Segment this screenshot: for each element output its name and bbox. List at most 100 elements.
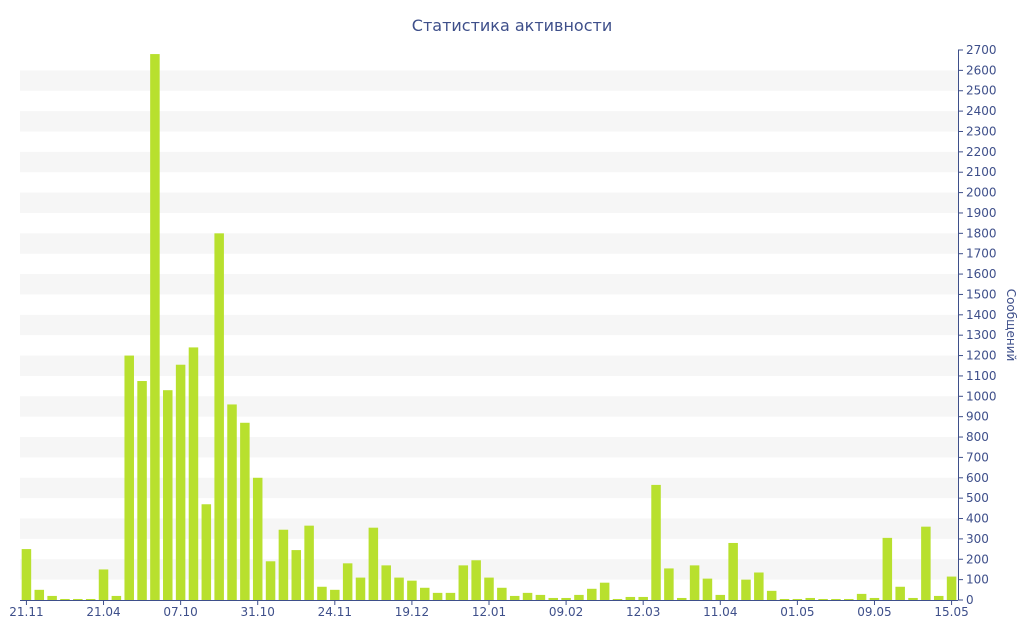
bar [805, 597, 815, 600]
grid-band [20, 355, 958, 376]
bar [150, 54, 160, 600]
x-tick-label: 01.05 [780, 605, 814, 619]
bar [419, 587, 430, 600]
bar [535, 594, 546, 600]
y-axis-title: Сообщений [1004, 289, 1018, 362]
bar [869, 597, 880, 600]
bar [754, 572, 764, 600]
grid-band [20, 274, 958, 295]
grid-band [20, 437, 958, 458]
y-tick-label: 1500 [966, 287, 997, 301]
bar [85, 598, 96, 600]
bar [818, 598, 828, 600]
bar [34, 589, 45, 600]
bar [252, 477, 263, 600]
bar [612, 598, 623, 600]
bar [188, 347, 199, 600]
bar-series [21, 54, 957, 601]
bar [60, 598, 70, 600]
x-tick-label: 09.02 [549, 605, 583, 619]
bar [368, 527, 379, 600]
y-tick-label: 2000 [966, 186, 997, 200]
bar [779, 598, 790, 600]
y-tick-label: 2700 [966, 43, 997, 57]
bar [124, 355, 134, 600]
grid-band [20, 151, 958, 173]
grid-band [20, 518, 958, 539]
grid-band [20, 233, 958, 254]
y-tick-label: 2200 [966, 145, 997, 159]
bar [227, 404, 237, 600]
y-tick-label: 0 [966, 593, 974, 607]
x-tick-label: 15.05 [934, 605, 968, 619]
grid-band [20, 314, 958, 336]
bar [381, 565, 391, 600]
y-tick-label: 1400 [966, 308, 997, 322]
bar [689, 565, 700, 600]
bar [330, 589, 340, 600]
grid-band [20, 559, 958, 580]
y-tick-label: 600 [966, 471, 989, 485]
bar [766, 590, 777, 600]
x-tick-label: 31.10 [241, 605, 275, 619]
y-tick-label: 1100 [966, 369, 997, 383]
y-tick-label: 500 [966, 491, 989, 505]
grid-band [20, 192, 958, 213]
bar [47, 595, 57, 600]
grid-band [20, 396, 958, 417]
bar [445, 592, 456, 600]
bar [111, 595, 122, 600]
y-tick-label: 900 [966, 410, 989, 424]
y-tick-label: 1800 [966, 226, 997, 240]
y-tick-label: 400 [966, 512, 989, 526]
bar [509, 595, 520, 600]
y-tick-label: 2600 [966, 63, 997, 77]
bar [522, 592, 533, 600]
bar [304, 525, 314, 600]
y-tick-label: 700 [966, 450, 989, 464]
bar [574, 594, 584, 600]
bar [317, 586, 327, 600]
bar [908, 597, 918, 600]
bar [432, 592, 443, 600]
bar [599, 582, 610, 600]
bar [933, 595, 944, 600]
bar [458, 565, 469, 600]
x-tick-label: 12.01 [472, 605, 506, 619]
bar [278, 529, 289, 600]
bar [676, 597, 687, 600]
y-tick-label: 100 [966, 573, 989, 587]
x-tick-label: 09.05 [857, 605, 891, 619]
bar [728, 542, 738, 600]
y-tick-label: 1000 [966, 389, 997, 403]
bar [265, 561, 276, 600]
y-tick-label: 2300 [966, 124, 997, 138]
bar [342, 563, 353, 600]
bar [394, 577, 404, 600]
bar [240, 422, 250, 600]
bar [175, 364, 186, 600]
bar [407, 580, 417, 600]
bar [664, 568, 674, 600]
bar [587, 588, 597, 600]
bar [625, 596, 636, 600]
y-tick-label: 200 [966, 552, 989, 566]
bar [73, 598, 83, 600]
y-tick-label: 2500 [966, 84, 997, 98]
y-tick-label: 2100 [966, 165, 997, 179]
bar [214, 233, 224, 601]
bar [895, 586, 905, 600]
y-tick-label: 1300 [966, 328, 997, 342]
grid-band [20, 477, 958, 499]
y-tick-label: 1700 [966, 247, 997, 261]
bar [638, 596, 648, 600]
bar [21, 549, 32, 600]
bar [163, 390, 173, 600]
axes: 0 100 200 300 400 500 600 700 800 900 1000 1100 1200… [9, 43, 996, 619]
x-tick-label: 12.03 [626, 605, 660, 619]
bar [471, 560, 481, 600]
grid-band [20, 111, 958, 132]
x-tick-label: 21.04 [86, 605, 120, 619]
x-tick-label: 11.04 [703, 605, 737, 619]
